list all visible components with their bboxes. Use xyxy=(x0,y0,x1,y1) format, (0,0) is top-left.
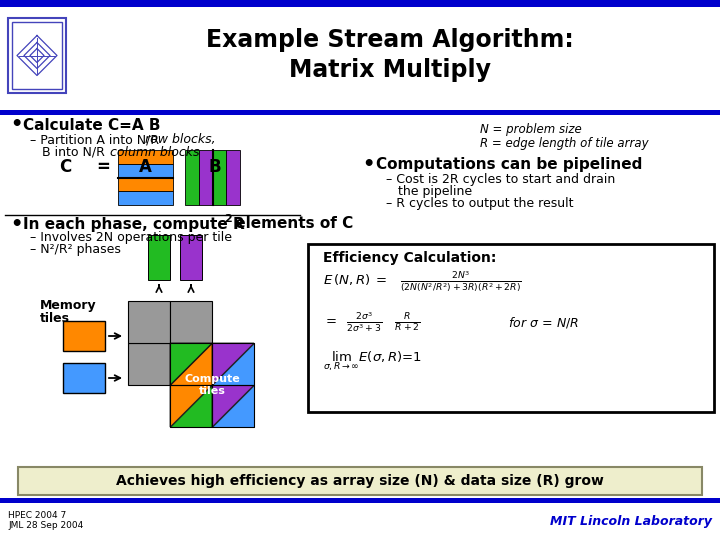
Bar xyxy=(212,385,254,427)
Text: C: C xyxy=(59,158,71,176)
Text: elements of C: elements of C xyxy=(230,217,354,232)
Bar xyxy=(0,7,720,110)
Text: HPEC 2004 7: HPEC 2004 7 xyxy=(8,510,66,519)
Polygon shape xyxy=(212,343,254,385)
Text: tiles: tiles xyxy=(40,312,70,325)
Bar xyxy=(226,150,240,205)
Text: •: • xyxy=(10,116,22,134)
Text: – R cycles to output the result: – R cycles to output the result xyxy=(386,197,574,210)
Bar xyxy=(170,343,212,385)
Text: $\lim_{\sigma,R\,\to\,\infty} E(\sigma,R) = 1$: $\lim_{\sigma,R\,\to\,\infty} E(\sigma,R… xyxy=(323,350,422,374)
Text: MIT Lincoln Laboratory: MIT Lincoln Laboratory xyxy=(550,515,712,528)
Text: In each phase, compute R: In each phase, compute R xyxy=(23,217,245,232)
Text: B: B xyxy=(209,158,221,176)
Text: R = edge length of tile array: R = edge length of tile array xyxy=(480,137,649,150)
Bar xyxy=(180,235,202,280)
Bar xyxy=(63,363,105,393)
Text: for $\sigma\, =\, N/R$: for $\sigma\, =\, N/R$ xyxy=(508,314,580,329)
Bar xyxy=(128,343,170,385)
Bar xyxy=(170,385,212,427)
Bar xyxy=(118,191,173,205)
Text: the pipeline: the pipeline xyxy=(386,185,472,198)
Text: $E\,(N,R)\; =\;\;\; \frac{2N^3}{(2N(N^2/R^2)+3R)(R^2+2R)}$: $E\,(N,R)\; =\;\;\; \frac{2N^3}{(2N(N^2/… xyxy=(323,270,522,294)
Text: =: = xyxy=(96,158,110,176)
Text: row blocks,: row blocks, xyxy=(145,133,215,146)
Bar xyxy=(212,150,226,205)
Text: •: • xyxy=(362,154,374,173)
Text: •: • xyxy=(10,214,22,233)
Bar xyxy=(18,467,702,495)
Text: Achieves high efficiency as array size (N) & data size (R) grow: Achieves high efficiency as array size (… xyxy=(116,474,604,488)
Bar xyxy=(170,301,212,343)
Bar xyxy=(63,321,105,351)
Text: $=\;\; \frac{2\sigma^3}{2\sigma^3+3}\quad \frac{R}{R+2}$: $=\;\; \frac{2\sigma^3}{2\sigma^3+3}\qua… xyxy=(323,310,420,334)
Text: Compute
tiles: Compute tiles xyxy=(184,374,240,396)
Text: 2: 2 xyxy=(224,214,232,224)
Text: Memory: Memory xyxy=(40,300,96,313)
Bar xyxy=(185,150,199,205)
Text: – Partition A into N/R: – Partition A into N/R xyxy=(30,133,163,146)
Bar xyxy=(308,244,714,412)
Polygon shape xyxy=(212,385,254,427)
Text: – Involves 2N operations per tile: – Involves 2N operations per tile xyxy=(30,231,232,244)
Text: B into N/R: B into N/R xyxy=(30,145,109,159)
Bar xyxy=(128,301,170,343)
Text: – Cost is 2R cycles to start and drain: – Cost is 2R cycles to start and drain xyxy=(386,172,616,186)
Text: – N²/R² phases: – N²/R² phases xyxy=(30,242,121,255)
Text: Matrix Multiply: Matrix Multiply xyxy=(289,58,491,82)
Text: A: A xyxy=(138,158,151,176)
Text: column blocks: column blocks xyxy=(110,145,199,159)
Bar xyxy=(212,343,254,385)
Bar xyxy=(170,343,212,385)
Bar xyxy=(12,22,62,89)
Text: Example Stream Algorithm:: Example Stream Algorithm: xyxy=(206,28,574,52)
Polygon shape xyxy=(170,385,212,427)
Bar xyxy=(0,0,720,7)
Polygon shape xyxy=(170,343,212,385)
Text: JML 28 Sep 2004: JML 28 Sep 2004 xyxy=(8,522,84,530)
Bar xyxy=(0,503,720,540)
Text: Computations can be pipelined: Computations can be pipelined xyxy=(376,157,642,172)
Bar xyxy=(0,115,720,498)
Bar xyxy=(118,178,173,191)
Text: Efficiency Calculation:: Efficiency Calculation: xyxy=(323,251,496,265)
Bar xyxy=(0,110,720,115)
Bar xyxy=(0,498,720,503)
Bar xyxy=(118,164,173,178)
Polygon shape xyxy=(170,343,212,385)
Text: N = problem size: N = problem size xyxy=(480,124,582,137)
Bar xyxy=(118,150,173,164)
Polygon shape xyxy=(170,385,212,427)
Bar xyxy=(8,18,66,93)
Polygon shape xyxy=(212,343,254,385)
Bar xyxy=(148,235,170,280)
Polygon shape xyxy=(212,385,254,427)
Text: Calculate C=A B: Calculate C=A B xyxy=(23,118,161,132)
Bar xyxy=(199,150,212,205)
